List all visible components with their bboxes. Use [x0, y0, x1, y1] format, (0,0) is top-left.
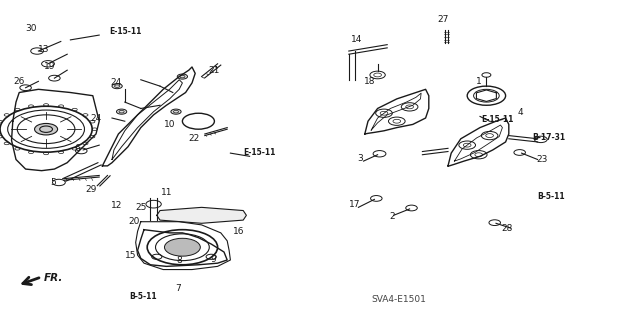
Text: E-15-11: E-15-11 [109, 27, 141, 36]
Text: 12: 12 [111, 201, 122, 210]
Text: 18: 18 [364, 77, 376, 86]
Text: E-15-11: E-15-11 [481, 115, 514, 124]
Text: B-17-31: B-17-31 [532, 133, 566, 142]
Text: 5: 5 [51, 178, 56, 187]
Circle shape [35, 123, 58, 135]
Text: 15: 15 [125, 251, 137, 260]
Text: 24: 24 [111, 78, 122, 87]
Text: 11: 11 [161, 189, 172, 197]
Circle shape [116, 109, 127, 114]
Text: 2: 2 [390, 212, 395, 221]
Text: SVA4-E1501: SVA4-E1501 [371, 295, 426, 304]
Text: 23: 23 [536, 155, 548, 164]
Text: 10: 10 [164, 120, 175, 129]
Text: 26: 26 [13, 77, 25, 86]
Text: 19: 19 [44, 63, 56, 71]
Text: 16: 16 [233, 227, 244, 236]
Text: 6: 6 [74, 144, 79, 153]
Text: 9: 9 [211, 256, 216, 264]
Text: 7: 7 [175, 284, 180, 293]
Text: 3: 3 [357, 154, 362, 163]
Text: FR.: FR. [44, 272, 63, 283]
Text: E-15-11: E-15-11 [243, 148, 276, 157]
Text: 17: 17 [349, 200, 361, 209]
Text: 29: 29 [86, 185, 97, 194]
Circle shape [171, 109, 181, 114]
Text: 25: 25 [135, 203, 147, 212]
Circle shape [177, 74, 188, 79]
Polygon shape [157, 207, 246, 223]
Text: 21: 21 [209, 66, 220, 75]
Text: B-5-11: B-5-11 [538, 192, 565, 201]
Text: 27: 27 [438, 15, 449, 24]
Text: 8: 8 [177, 256, 182, 265]
Text: 20: 20 [129, 217, 140, 226]
Text: 28: 28 [502, 224, 513, 233]
Circle shape [112, 84, 122, 89]
Text: B-5-11: B-5-11 [129, 292, 157, 300]
Text: 24: 24 [90, 114, 102, 122]
Text: 14: 14 [351, 35, 363, 44]
Text: 4: 4 [518, 108, 523, 117]
Text: 1: 1 [476, 77, 481, 86]
Text: 13: 13 [38, 45, 49, 54]
Text: 30: 30 [25, 24, 36, 33]
Circle shape [164, 238, 200, 256]
Text: 22: 22 [188, 134, 200, 143]
